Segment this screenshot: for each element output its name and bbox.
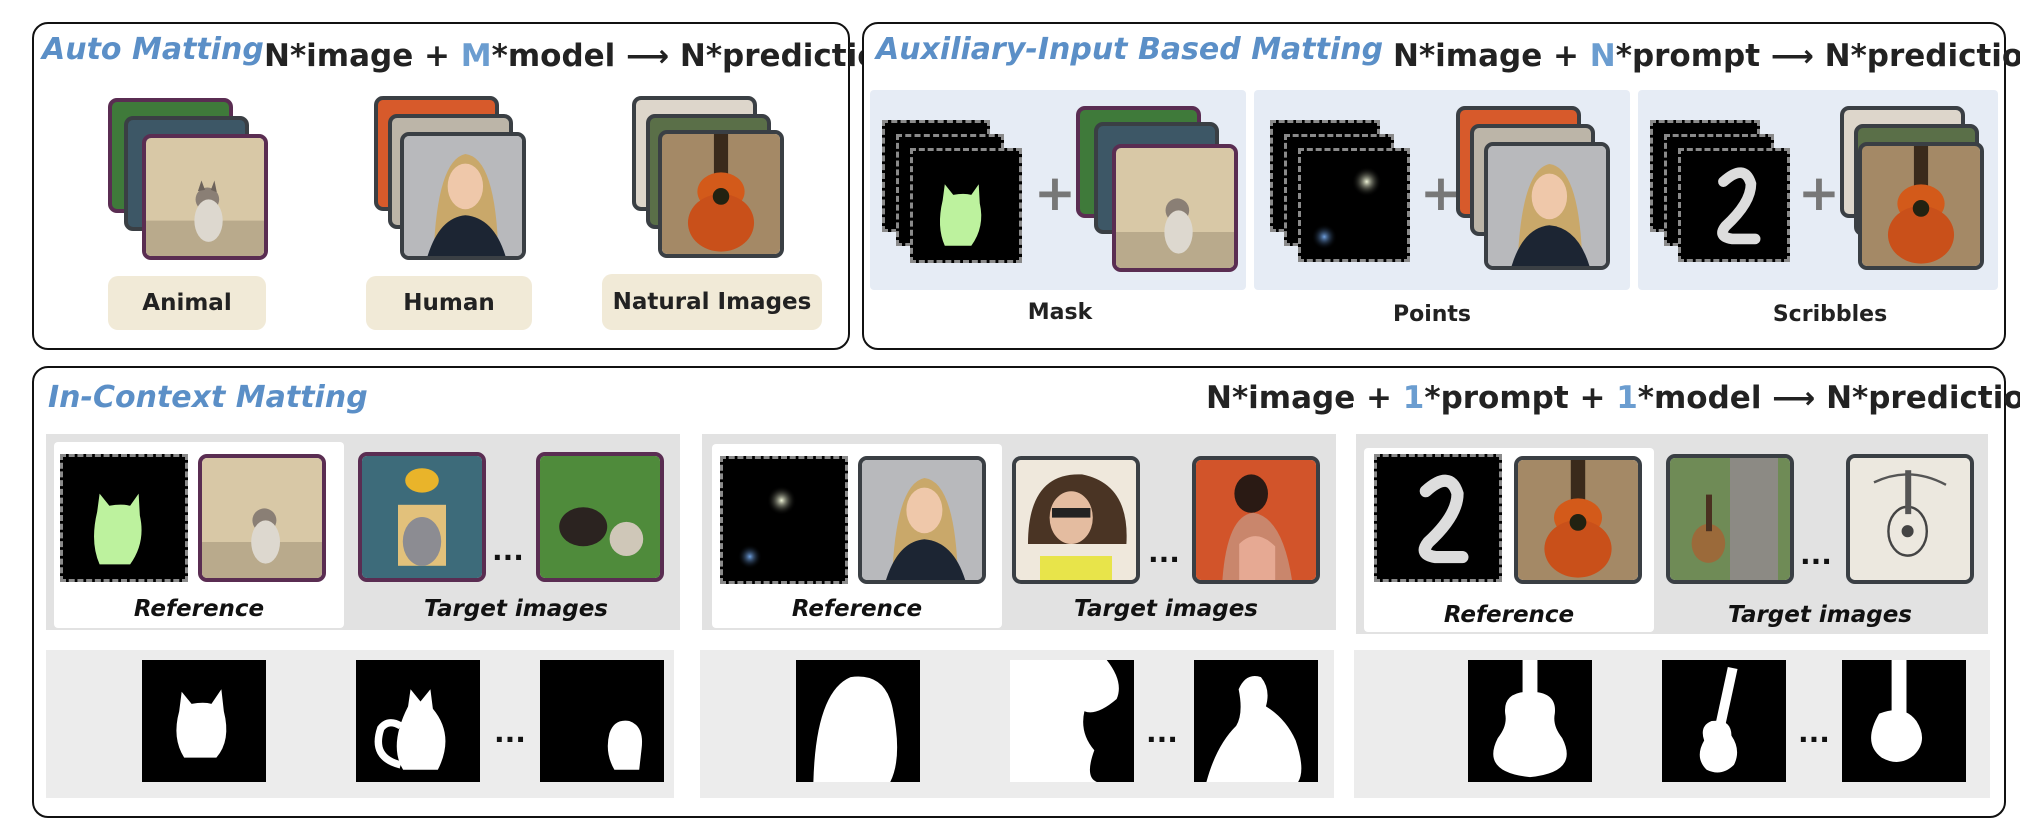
formula-accent: M xyxy=(460,38,492,74)
formula-accent: 1 xyxy=(1616,380,1638,416)
icm-result-woman-ref xyxy=(796,660,920,782)
icm-cat-mask xyxy=(60,454,188,582)
aux-matting-formula: N*image + N*prompt ⟶ N*predictions xyxy=(1393,38,2020,74)
icm-result-cat-ref xyxy=(142,660,266,782)
formula-accent: N xyxy=(1589,38,1616,74)
icm-points-mask xyxy=(720,456,848,584)
icm-woman-reference xyxy=(858,456,986,584)
formula-part: N*image + xyxy=(1206,380,1403,416)
points-input xyxy=(1298,148,1410,262)
icm-woman-orange xyxy=(1192,456,1320,584)
icm-result-guitar-tree xyxy=(1662,660,1786,782)
icm-result-guitar-ref xyxy=(1468,660,1592,782)
icm-guitar-tree xyxy=(1666,454,1794,584)
guitar-photo xyxy=(658,130,784,258)
icm-guitar-reference xyxy=(1514,456,1642,584)
formula-part: *prompt + xyxy=(1424,380,1617,416)
label-mask: Mask xyxy=(1027,300,1093,325)
auto-matting-formula: N*image + M*model ⟶ N*predictions xyxy=(264,38,919,74)
icm-cat-cartoon xyxy=(358,452,486,582)
ellipsis: ... xyxy=(1800,538,1832,571)
icm-guitar-sketch xyxy=(1846,454,1974,584)
woman-photo xyxy=(400,132,526,260)
arrow-icon: ⟶ xyxy=(1770,39,1814,74)
icm-scribble-mask xyxy=(1374,454,1502,582)
icm-result-glasses xyxy=(1010,660,1134,782)
icm-group1-reference-label: Reference xyxy=(133,596,265,622)
icm-title: In-Context Matting xyxy=(48,380,368,415)
ellipsis: ... xyxy=(1146,716,1178,749)
icm-result-dogs xyxy=(540,660,664,782)
tag-human: Human xyxy=(366,276,532,330)
icm-group1-target-label: Target images xyxy=(423,596,608,622)
tag-natural-images: Natural Images xyxy=(602,274,822,330)
cat-photo xyxy=(142,134,268,260)
plus-icon: + xyxy=(1034,164,1076,222)
icm-formula: N*image + 1*prompt + 1*model ⟶ N*predict… xyxy=(1206,380,2020,416)
mask-input xyxy=(910,148,1022,263)
points-target-woman xyxy=(1484,142,1610,270)
ellipsis: ... xyxy=(1798,716,1830,749)
scribble-input xyxy=(1678,148,1790,262)
icm-group3-target-label: Target images xyxy=(1727,602,1912,628)
mask-target-cat xyxy=(1112,144,1238,272)
icm-result-orange xyxy=(1194,660,1318,782)
formula-accent: 1 xyxy=(1402,380,1425,416)
icm-group2-target-label: Target images xyxy=(1073,596,1258,622)
icm-result-guitar-sketch xyxy=(1842,660,1966,782)
icm-woman-glasses xyxy=(1012,456,1140,584)
formula-part: N*image + xyxy=(1393,38,1590,74)
auto-matting-title: Auto Matting xyxy=(42,32,264,67)
arrow-icon: ⟶ xyxy=(626,39,670,74)
ellipsis: ... xyxy=(1148,536,1180,569)
icm-cat-reference xyxy=(198,454,326,582)
plus-icon: + xyxy=(1798,164,1840,222)
plus-icon: + xyxy=(1420,164,1462,222)
ellipsis: ... xyxy=(492,534,524,567)
scribble-target-guitar xyxy=(1858,142,1984,270)
aux-matting-title: Auxiliary-Input Based Matting xyxy=(876,32,1384,67)
icm-group2-reference-label: Reference xyxy=(791,596,923,622)
formula-part: N*predictions xyxy=(1826,380,2020,416)
formula-part: N*predictions xyxy=(1824,38,2020,74)
tag-animal: Animal xyxy=(108,276,266,330)
formula-part: *model xyxy=(1637,380,1773,416)
label-scribbles: Scribbles xyxy=(1772,302,1888,327)
icm-dogs-cat xyxy=(536,452,664,582)
icm-result-cartoon xyxy=(356,660,480,782)
label-points: Points xyxy=(1392,302,1472,327)
icm-group3-reference-label: Reference xyxy=(1443,602,1575,628)
formula-part: N*image + xyxy=(264,38,461,74)
formula-part: *model xyxy=(491,38,627,74)
arrow-icon: ⟶ xyxy=(1772,381,1816,416)
formula-part: *prompt xyxy=(1615,38,1771,74)
ellipsis: ... xyxy=(494,716,526,749)
